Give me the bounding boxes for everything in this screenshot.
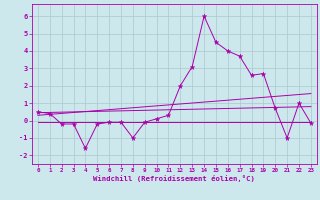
X-axis label: Windchill (Refroidissement éolien,°C): Windchill (Refroidissement éolien,°C) [93,175,255,182]
